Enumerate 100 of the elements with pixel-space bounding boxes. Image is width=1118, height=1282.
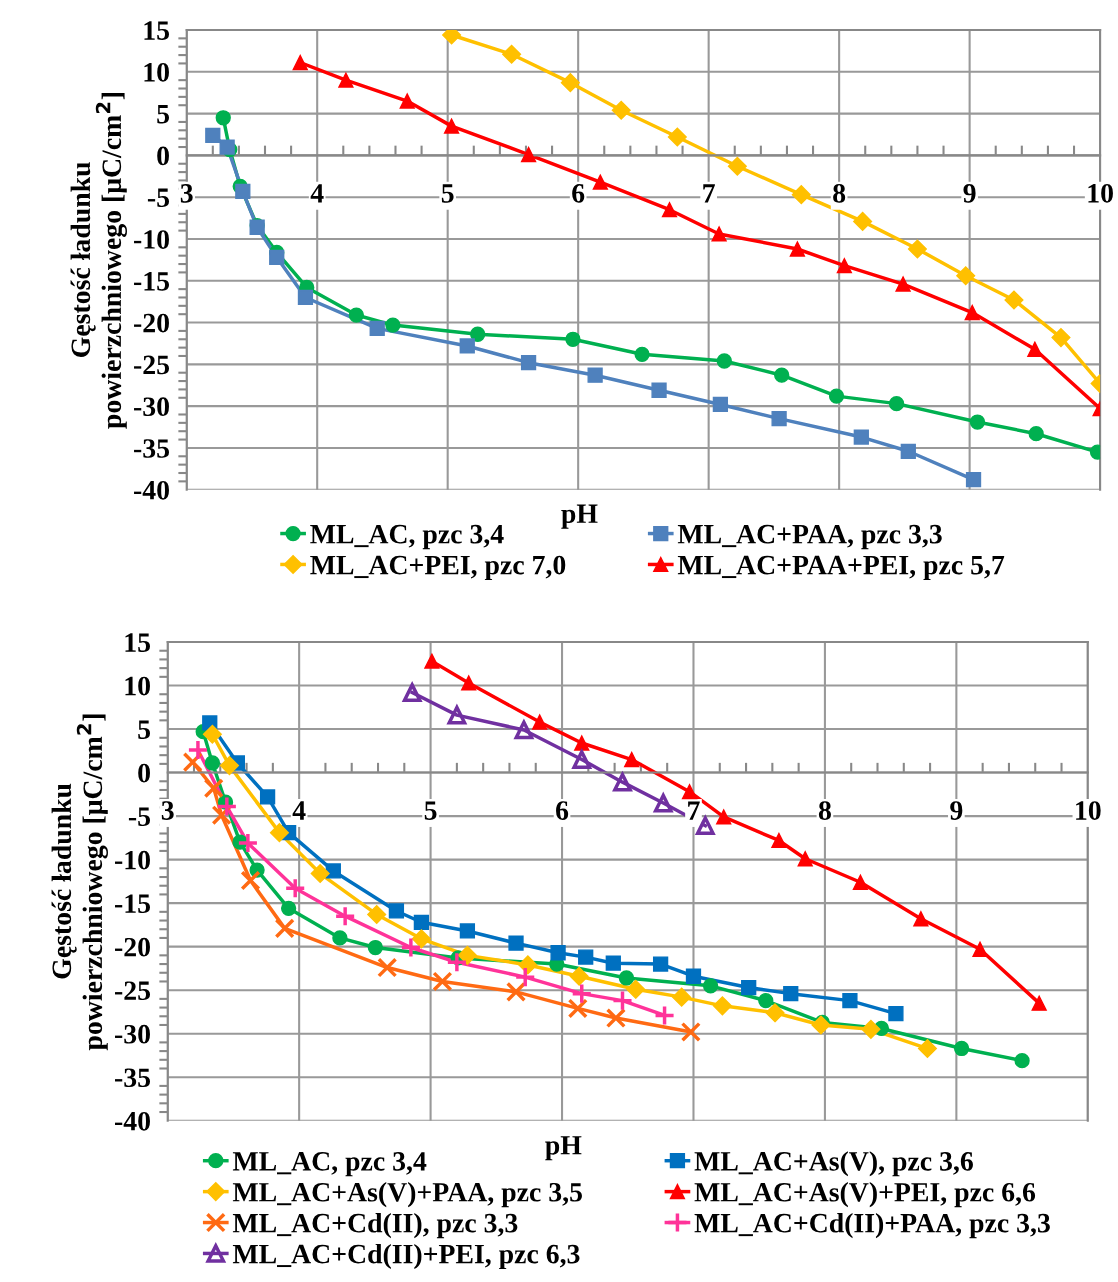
point: [1004, 290, 1024, 310]
point: [567, 998, 588, 1019]
point: [459, 338, 475, 354]
y-tick-label: 10: [144, 62, 169, 82]
point: [334, 905, 356, 927]
point: [1028, 426, 1044, 442]
legend-label: ML_AC+As(V)+PAA, pzc 3,5: [232, 1182, 582, 1208]
point: [853, 429, 869, 445]
point: [399, 93, 415, 109]
point: [569, 966, 589, 986]
point: [797, 851, 813, 867]
y-tick-label: -10: [134, 230, 169, 249]
point: [443, 118, 460, 134]
x-tick-label: 8: [833, 183, 846, 203]
point: [505, 981, 527, 1002]
point: [514, 966, 536, 988]
point: [712, 996, 732, 1016]
x-axis-title: pH: [545, 1136, 582, 1161]
point: [661, 202, 678, 218]
y-tick-label: -20: [134, 313, 169, 333]
point: [605, 955, 621, 971]
point: [587, 367, 603, 383]
y-tick-label: -5: [147, 188, 170, 208]
point: [618, 970, 635, 986]
point: [237, 832, 259, 854]
point: [888, 395, 905, 412]
point: [917, 1038, 937, 1059]
point: [741, 979, 757, 996]
y-tick-label: 0: [157, 146, 169, 166]
legend-label: ML_AC+As(V), pzc 3,6: [694, 1151, 973, 1177]
point: [964, 304, 980, 321]
point: [789, 241, 806, 257]
point: [424, 653, 440, 669]
point: [280, 900, 297, 916]
point: [611, 989, 634, 1012]
point: [680, 1021, 701, 1043]
point: [377, 957, 398, 978]
x-tick-label: 6: [556, 801, 569, 820]
point: [842, 992, 858, 1009]
point: [459, 923, 476, 939]
x-tick-label: 9: [950, 801, 963, 820]
point: [712, 396, 729, 413]
y-tick-label: -15: [115, 894, 151, 914]
y-tick-label: 5: [157, 105, 170, 124]
point: [953, 1040, 970, 1057]
point: [400, 936, 422, 959]
point: [470, 326, 486, 342]
point: [652, 956, 669, 972]
point: [828, 388, 845, 404]
point: [570, 982, 593, 1005]
point: [202, 724, 222, 744]
point: [310, 864, 330, 884]
legend-label: ML_AC+PEI, pzc 7,0: [310, 555, 566, 581]
y-tick-label: -30: [115, 1024, 150, 1044]
y-tick-label: -10: [115, 850, 150, 870]
point: [783, 986, 799, 1002]
point: [578, 949, 594, 965]
x-tick-label: 7: [688, 801, 700, 820]
y-axis-title: Gęstość ładunku powierzchniowego [μC/cm$^{2}$]: [51, 714, 108, 1051]
point: [446, 951, 468, 974]
legend-label: ML_AC+Cd(II)+PEI, pzc 6,3: [232, 1243, 580, 1270]
x-tick-label: 10: [1076, 801, 1101, 820]
point: [681, 784, 698, 800]
y-tick-label: -5: [128, 807, 151, 827]
point: [907, 239, 927, 259]
point: [369, 320, 385, 337]
point: [888, 1006, 904, 1022]
x-tick-label: 5: [424, 801, 437, 820]
point: [774, 367, 790, 383]
x-tick-label: 8: [818, 801, 831, 820]
point: [626, 979, 646, 999]
point: [432, 971, 453, 992]
point: [667, 127, 687, 147]
point: [235, 183, 251, 199]
point: [972, 941, 988, 957]
y-tick-label: -40: [134, 480, 169, 500]
point: [332, 930, 348, 946]
point: [446, 703, 468, 725]
point: [791, 185, 811, 205]
point: [204, 755, 221, 771]
point: [1031, 995, 1047, 1011]
point: [508, 935, 524, 951]
y-tick-label: 0: [138, 763, 150, 783]
point: [388, 903, 405, 919]
point: [771, 832, 787, 849]
point: [624, 751, 640, 768]
point: [574, 735, 590, 751]
x-tick-label: 9: [963, 184, 976, 203]
point: [413, 914, 430, 930]
point: [965, 472, 982, 488]
point: [672, 987, 692, 1007]
point: [203, 778, 224, 799]
point: [518, 955, 538, 975]
y-tick-label: -15: [134, 272, 170, 291]
point: [502, 44, 522, 64]
point: [367, 904, 387, 924]
point: [520, 146, 537, 163]
legend-label: ML_AC, pzc 3,4: [232, 1152, 427, 1177]
point: [611, 100, 631, 120]
point: [520, 355, 537, 371]
